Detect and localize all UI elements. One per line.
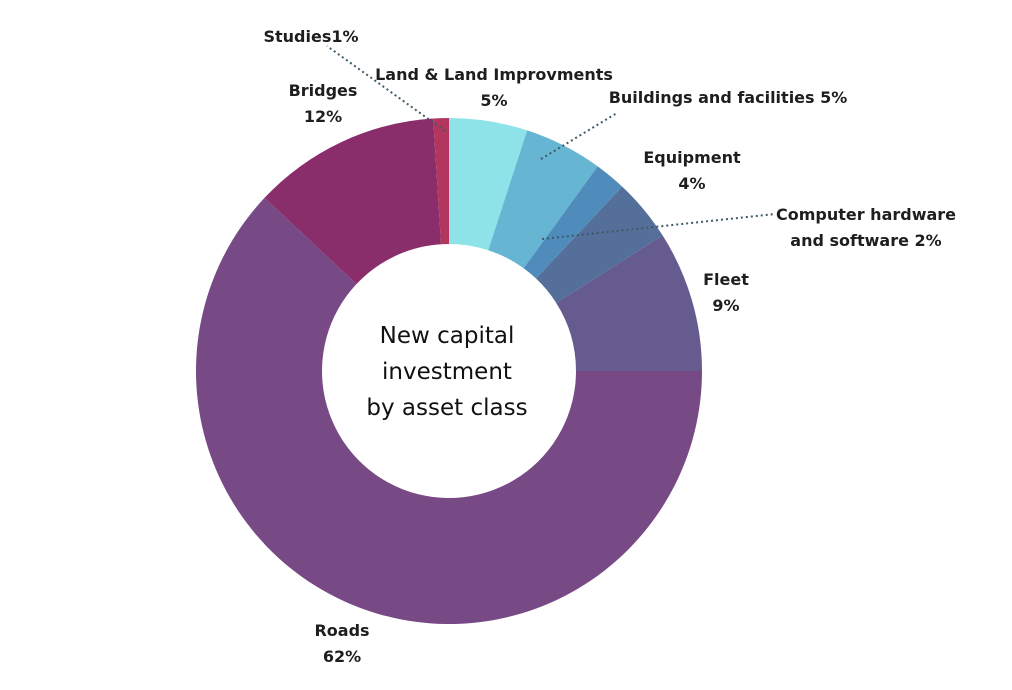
slice-buildings-and-facilities [488,130,598,269]
label-bridges: Bridges 12% [289,81,358,126]
label-equipment: Equipment 4% [643,148,741,193]
leader-line-computer-hardware-and-software [541,213,776,240]
label-studies: Studies1% [263,27,358,46]
label-roads: Roads 62% [314,621,369,666]
slice-fleet [556,235,702,371]
slice-bridges [264,118,442,285]
label-land-land-improvments: Land & Land Improvments 5% [375,65,613,110]
slice-computer-hardware-and-software [523,166,623,279]
slice-equipment [535,186,663,303]
label-fleet: Fleet 9% [703,270,749,315]
leader-line-studies [326,45,446,132]
leader-lines [326,45,776,240]
label-computer-hardware-and-software: Computer hardware and software 2% [776,205,956,250]
slice-land-land-improvments [449,118,528,251]
label-buildings-and-facilities: Buildings and facilities 5% [609,88,848,107]
slice-labels: Land & Land Improvments 5% Buildings and f… [263,27,956,666]
slice-studies [433,118,449,245]
slice-roads [196,197,702,624]
donut-slices [196,118,702,624]
chart-center-title: New capital investment by asset class [366,323,527,421]
